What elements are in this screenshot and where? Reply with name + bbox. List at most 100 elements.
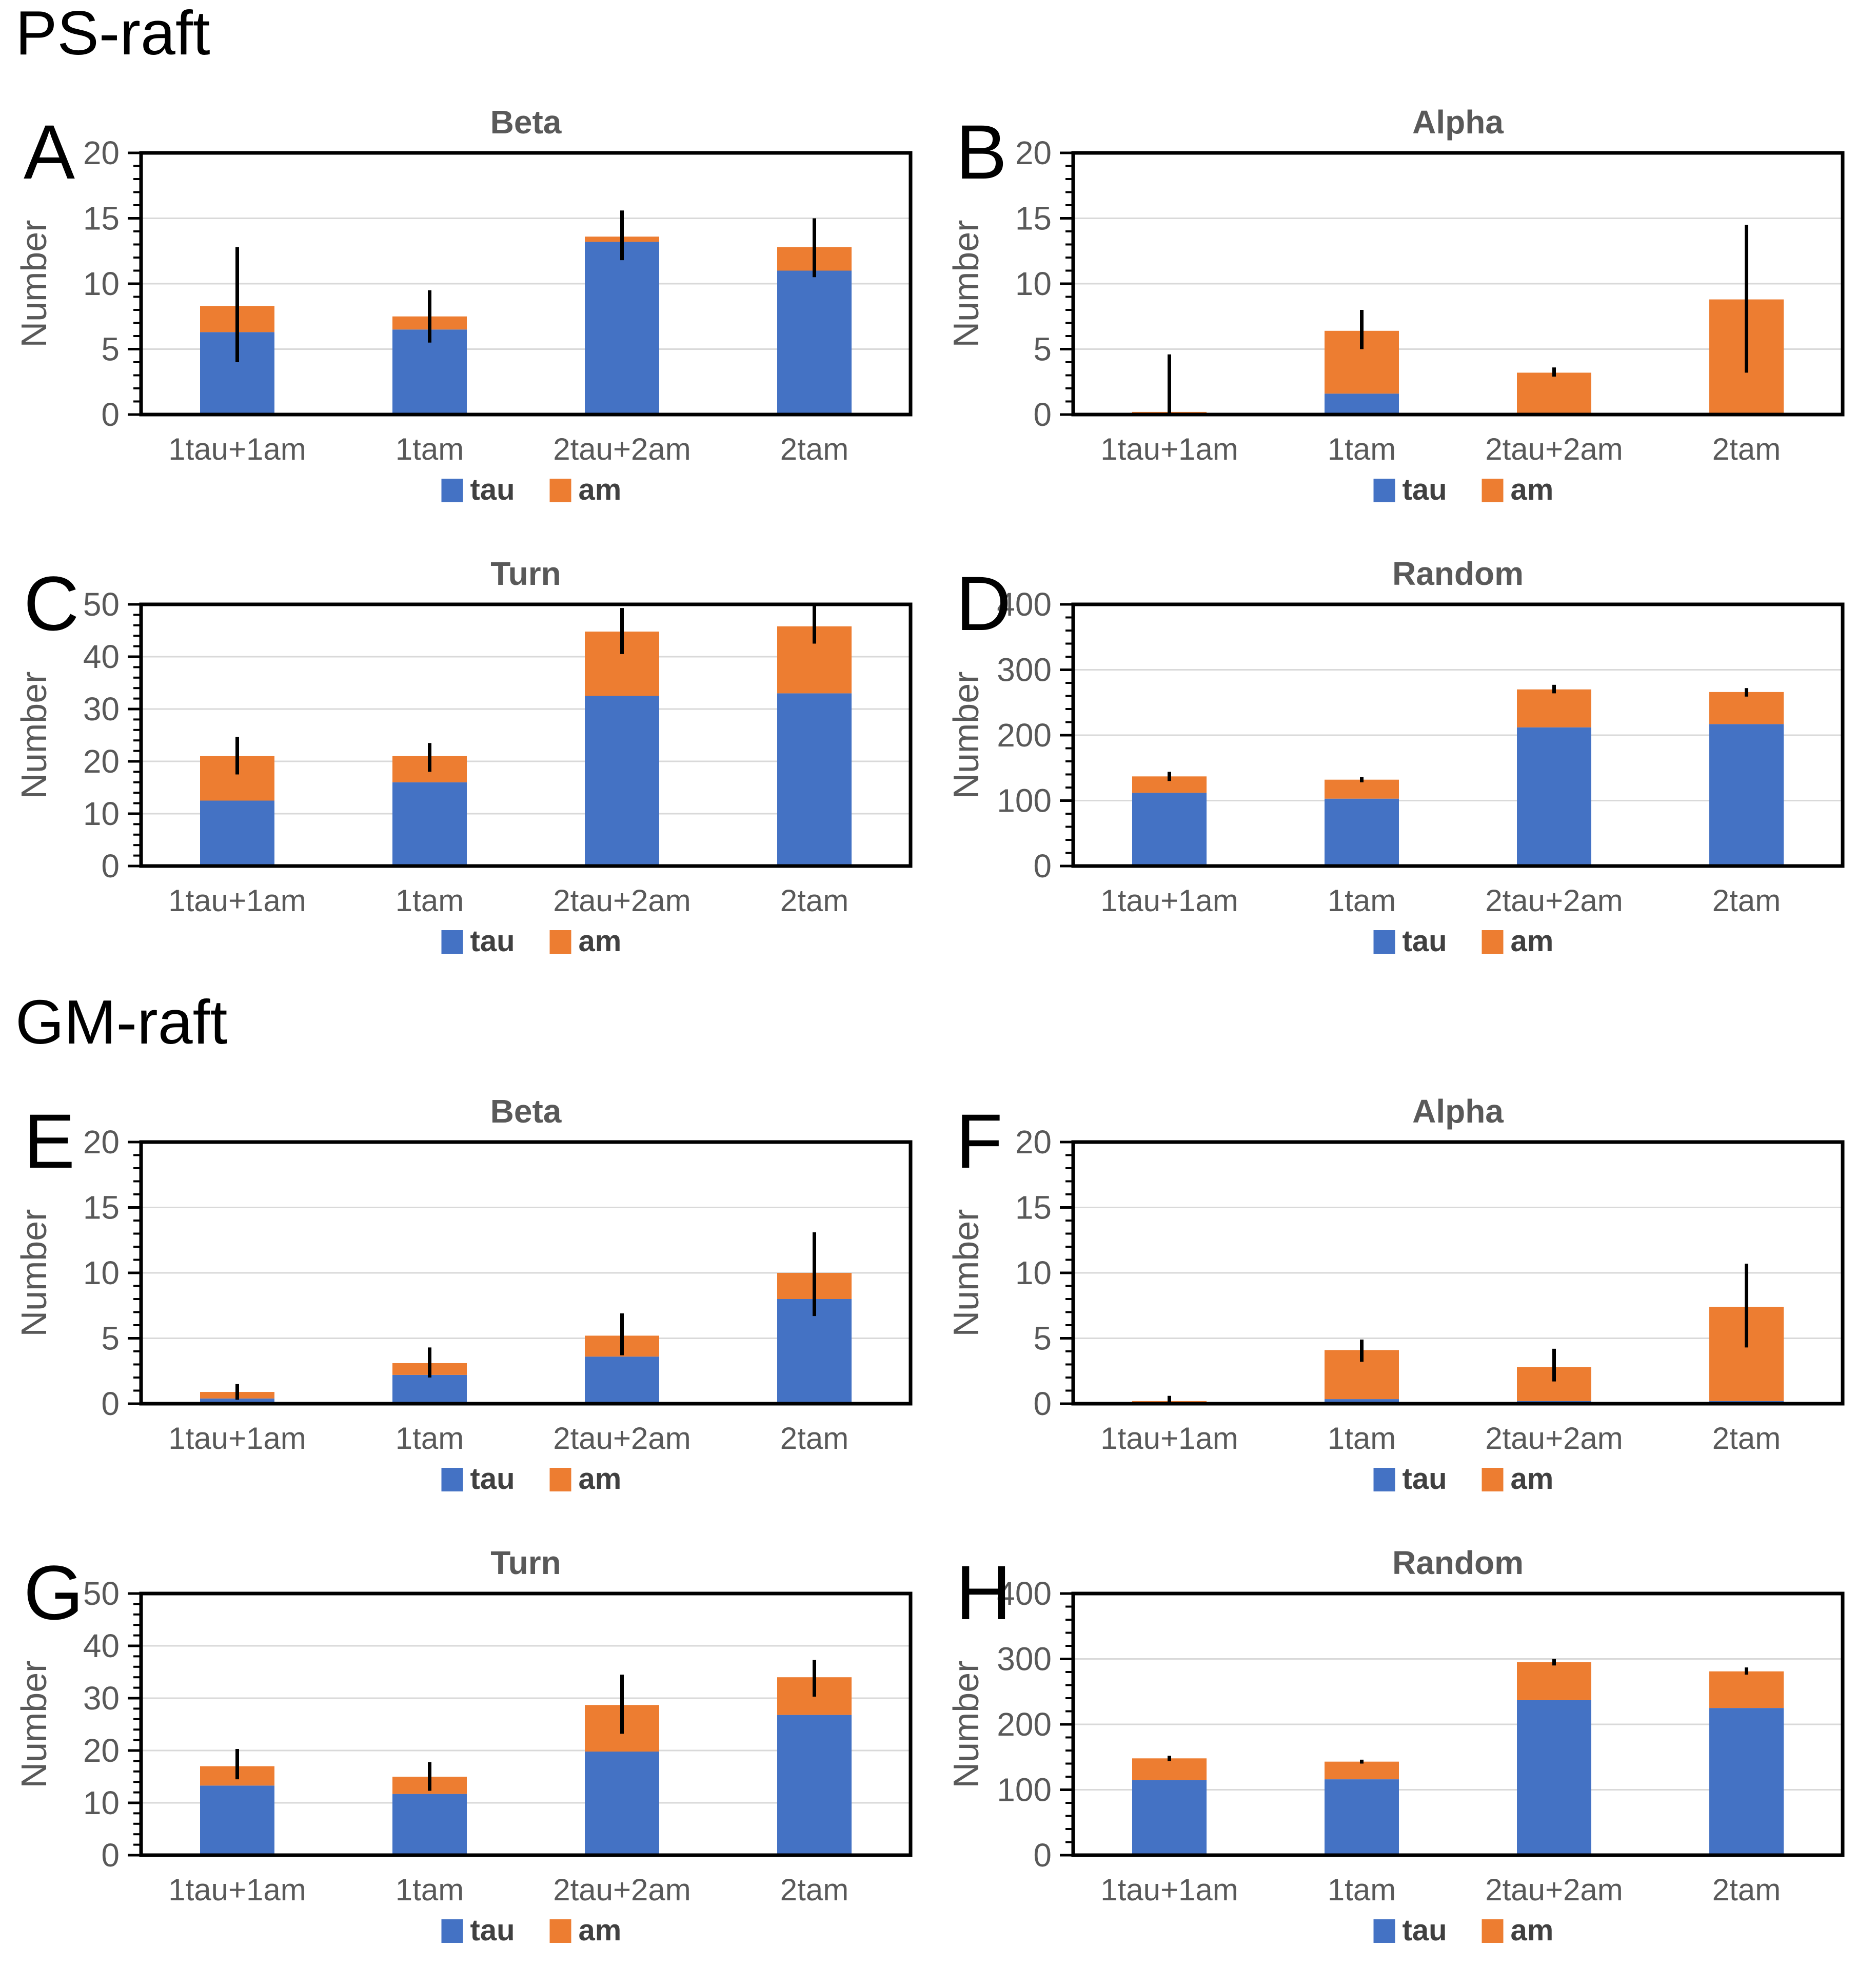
legend-swatch-am [549,1919,571,1943]
y-tick-label: 0 [1033,1385,1052,1422]
legend-swatch-tau [441,1468,463,1491]
plot-border [139,1591,913,1857]
legend-swatch-tau [1373,1919,1395,1943]
legend-label-am: am [1511,473,1554,506]
chart-title: Turn [490,1544,561,1581]
y-tick-label: 0 [101,848,120,884]
y-tick-label: 400 [997,1575,1052,1612]
y-tick-label: 200 [997,1706,1052,1743]
x-tick-label: 2tau+2am [1485,1421,1623,1456]
legend-label-am: am [579,925,622,958]
legend-swatch-am [549,479,571,502]
legend-label-am: am [579,1914,622,1947]
panel-letter: H [956,1549,1011,1636]
x-tick-label: 1tau+1am [168,883,306,918]
y-tick-label: 30 [83,691,120,727]
legend-swatch-am [1482,1468,1504,1491]
chart-c-svg: 0 10 20 30 40 50 1tau+1am 1tam 2tau+2am 2tam C Turn… [14,555,913,958]
plot-border [1071,602,1845,868]
x-tick-label: 2tau+2am [1485,1873,1623,1907]
y-axis-label: Number [14,672,54,799]
plot-border [1071,151,1845,417]
x-tick-label: 1tau+1am [168,1421,306,1456]
y-tick-label: 0 [1033,848,1052,884]
bar-am-1tam [1325,1761,1399,1780]
legend-label-tau: tau [470,473,515,506]
y-tick-label: 5 [1033,331,1052,368]
x-tick-label: 1tau+1am [1100,883,1238,918]
bar-tau-1tam [1325,1399,1399,1404]
x-tick-label: 2tam [780,432,848,466]
bar-tau-2tam [1709,1708,1784,1855]
y-axis-label: Number [14,1661,54,1788]
y-tick-label: 20 [83,1124,120,1161]
panel-d-chart: 0 100 200 300 400 1tau+1am 1tam 2tau+2am 2tam D Ra… [942,538,1874,989]
y-tick-label: 10 [1015,265,1052,302]
bar-tau-1tam [392,1374,467,1404]
bar-tau-1tau+1am [200,800,274,866]
y-tick-label: 30 [83,1680,120,1717]
legend-swatch-tau [1373,930,1395,954]
plot-border [139,602,913,868]
legend-swatch-am [1482,1919,1504,1943]
y-axis-label: Number [946,1661,986,1788]
x-tick-label: 1tam [396,1873,464,1907]
y-tick-label: 400 [997,586,1052,623]
x-tick-label: 2tam [1712,432,1781,466]
bar-tau-1tam [1325,1779,1399,1855]
x-tick-label: 2tau+2am [553,883,691,918]
chart-row-gh: 0 10 20 30 40 50 1tau+1am 1tam 2tau+2am 2tam G Turn… [0,1527,1876,1978]
panel-a-chart: 0 5 10 15 20 1tau+1am 1tam 2tau+2am 2tam A Beta Num… [10,86,942,538]
legend-swatch-am [549,1468,571,1491]
bar-tau-1tau+1am [200,1398,274,1404]
legend-label-tau: tau [1403,925,1447,958]
bar-tau-1tau+1am [1132,1780,1207,1855]
bar-tau-2tau+2am [585,242,659,415]
bar-tau-1tam [392,1794,467,1855]
y-tick-label: 0 [1033,396,1052,433]
x-tick-label: 1tam [1328,1421,1396,1456]
y-tick-label: 5 [1033,1320,1052,1357]
section-title-text: PS-raft [15,0,210,68]
y-tick-label: 0 [101,1385,120,1422]
bar-am-2tam [1709,692,1784,724]
y-tick-label: 15 [1015,1189,1052,1226]
bar-tau-1tau+1am [1132,793,1207,866]
section-title-gm-raft: GM-raft [0,989,1876,1075]
y-tick-label: 20 [83,743,120,780]
x-tick-label: 1tam [396,432,464,466]
bar-tau-2tam [777,693,852,866]
y-tick-label: 0 [101,396,120,433]
panel-c-chart: 0 10 20 30 40 50 1tau+1am 1tam 2tau+2am 2tam C Turn… [10,538,942,989]
y-tick-label: 20 [1015,134,1052,171]
chart-g-svg: 0 10 20 30 40 50 1tau+1am 1tam 2tau+2am 2tam G Turn… [14,1544,913,1947]
panel-letter: D [956,560,1011,646]
y-tick-label: 40 [83,1627,120,1664]
y-tick-label: 300 [997,652,1052,689]
panel-letter: A [24,109,75,195]
plot-border [139,151,913,417]
x-tick-label: 2tam [1712,1421,1781,1456]
legend-label-am: am [1511,1914,1554,1947]
x-tick-label: 1tau+1am [1100,1421,1238,1456]
chart-d-svg: 0 100 200 300 400 1tau+1am 1tam 2tau+2am 2tam D Ra… [946,555,1845,958]
x-tick-label: 1tam [1328,432,1396,466]
bar-tau-2tau+2am [585,1752,659,1855]
legend-swatch-tau [1373,1468,1395,1491]
panel-f-chart: 0 5 10 15 20 1tau+1am 1tam 2tau+2am 2tam F Alpha Nu… [942,1075,1874,1527]
y-tick-label: 10 [83,1254,120,1291]
legend-swatch-tau [1373,479,1395,502]
legend-swatch-tau [441,1919,463,1943]
x-tick-label: 2tam [1712,1873,1781,1907]
legend-swatch-tau [441,930,463,954]
bar-tau-1tam [1325,394,1399,415]
legend-label-tau: tau [1403,1914,1447,1947]
y-tick-label: 10 [1015,1254,1052,1291]
legend-label-am: am [1511,925,1554,958]
bar-tau-2tau+2am [585,696,659,866]
y-axis-label: Number [946,672,986,799]
legend-swatch-am [549,930,571,954]
chart-title: Beta [490,104,562,141]
y-tick-label: 50 [83,1575,120,1612]
